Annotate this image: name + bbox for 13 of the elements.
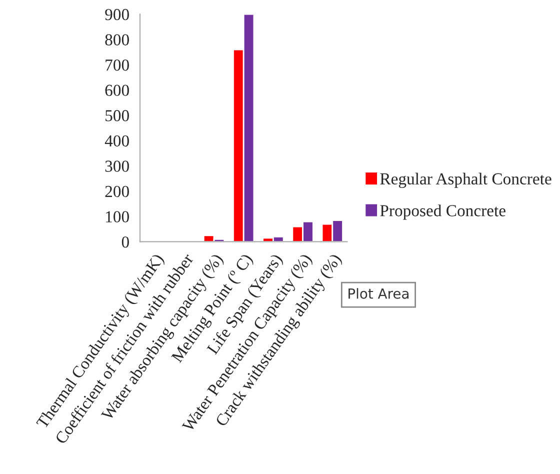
y-tick-label: 0 xyxy=(122,236,129,248)
y-tick-label: 800 xyxy=(105,34,129,46)
y-tick-label: 300 xyxy=(105,160,129,172)
legend-label: Regular Asphalt Concrete xyxy=(380,172,552,188)
y-tick-label: 700 xyxy=(106,59,129,71)
y-tick-label: 200 xyxy=(105,186,129,198)
y-tick-label: 500 xyxy=(106,110,129,122)
legend-label: Proposed Concrete xyxy=(380,204,506,220)
y-tick-label: 400 xyxy=(104,135,129,147)
y-tick-label: 600 xyxy=(105,84,129,96)
y-tick-label: 100 xyxy=(106,211,129,222)
text: Plot Area xyxy=(348,288,408,299)
y-tick-label: 900 xyxy=(105,8,129,20)
